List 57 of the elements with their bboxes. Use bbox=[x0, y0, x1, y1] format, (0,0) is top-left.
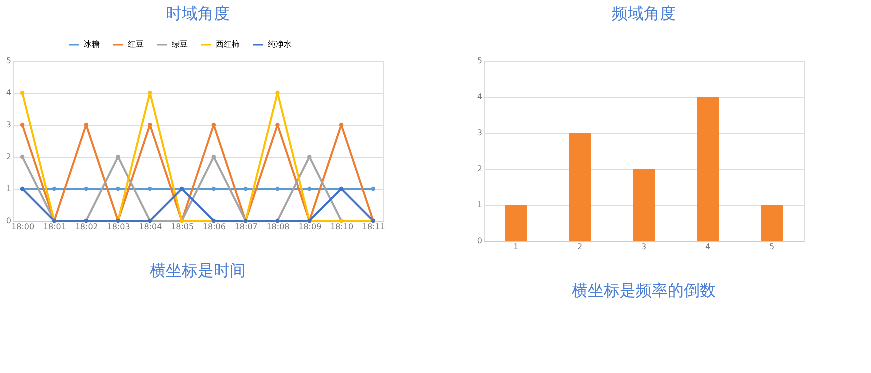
y-tick-label: 0 bbox=[6, 216, 12, 226]
point bbox=[20, 154, 25, 160]
x-tick-label: 18:07 bbox=[234, 222, 258, 232]
x-tick-label: 18:06 bbox=[202, 222, 226, 232]
y-tick-label: 0 bbox=[477, 236, 482, 246]
x-tick-label: 18:10 bbox=[330, 222, 354, 232]
chart-title: 时域角度 bbox=[166, 4, 230, 23]
point bbox=[84, 186, 88, 192]
y-tick-label: 4 bbox=[6, 88, 12, 98]
y-tick-label: 1 bbox=[6, 184, 12, 194]
y-tick-label: 3 bbox=[477, 128, 482, 138]
x-tick-label: 18:04 bbox=[139, 222, 162, 232]
bar bbox=[569, 133, 591, 241]
legend-label: 绿豆 bbox=[172, 40, 188, 49]
chart-title: 频域角度 bbox=[612, 4, 676, 23]
point bbox=[148, 90, 152, 96]
x-tick-label: 18:05 bbox=[171, 222, 194, 232]
point bbox=[20, 122, 25, 128]
y-tick-label: 1 bbox=[477, 200, 482, 210]
x-tick-label: 18:00 bbox=[12, 222, 35, 232]
x-tick-label: 18:02 bbox=[75, 222, 98, 232]
bar bbox=[761, 205, 783, 241]
x-tick-label: 18:01 bbox=[43, 222, 66, 232]
point bbox=[244, 186, 248, 192]
legend-label: 纯净水 bbox=[268, 40, 292, 49]
y-tick-label: 5 bbox=[477, 56, 482, 66]
legend-label: 冰糖 bbox=[84, 40, 100, 49]
point bbox=[371, 186, 376, 192]
x-tick-label: 18:08 bbox=[266, 222, 290, 232]
point bbox=[276, 90, 280, 96]
bar bbox=[697, 97, 719, 241]
legend-label: 西红柿 bbox=[216, 40, 240, 49]
point bbox=[212, 186, 216, 192]
x-tick-label: 18:11 bbox=[362, 222, 386, 232]
legend-label: 红豆 bbox=[128, 40, 144, 49]
text: 横坐标是频率的倒数 bbox=[572, 281, 716, 300]
point bbox=[116, 186, 120, 192]
point bbox=[20, 90, 25, 96]
y-tick-label: 2 bbox=[477, 164, 482, 174]
y-tick-label: 4 bbox=[477, 92, 482, 102]
y-tick-label: 3 bbox=[6, 120, 12, 130]
x-tick-label: 3 bbox=[641, 242, 647, 252]
x-tick-label: 1 bbox=[513, 242, 519, 252]
point bbox=[52, 186, 57, 192]
point bbox=[276, 186, 280, 192]
y-tick-label: 2 bbox=[6, 152, 12, 162]
text: 横坐标是时间 bbox=[150, 261, 246, 280]
x-tick-label: 2 bbox=[577, 242, 583, 252]
x-tick-label: 5 bbox=[769, 242, 775, 252]
point bbox=[148, 186, 152, 192]
point bbox=[308, 186, 312, 192]
x-tick-label: 18:09 bbox=[298, 222, 322, 232]
bar bbox=[505, 205, 527, 241]
bar bbox=[633, 169, 655, 241]
x-tick-label: 18:03 bbox=[107, 222, 130, 232]
x-tick-label: 4 bbox=[705, 242, 711, 252]
y-tick-label: 5 bbox=[6, 56, 12, 66]
